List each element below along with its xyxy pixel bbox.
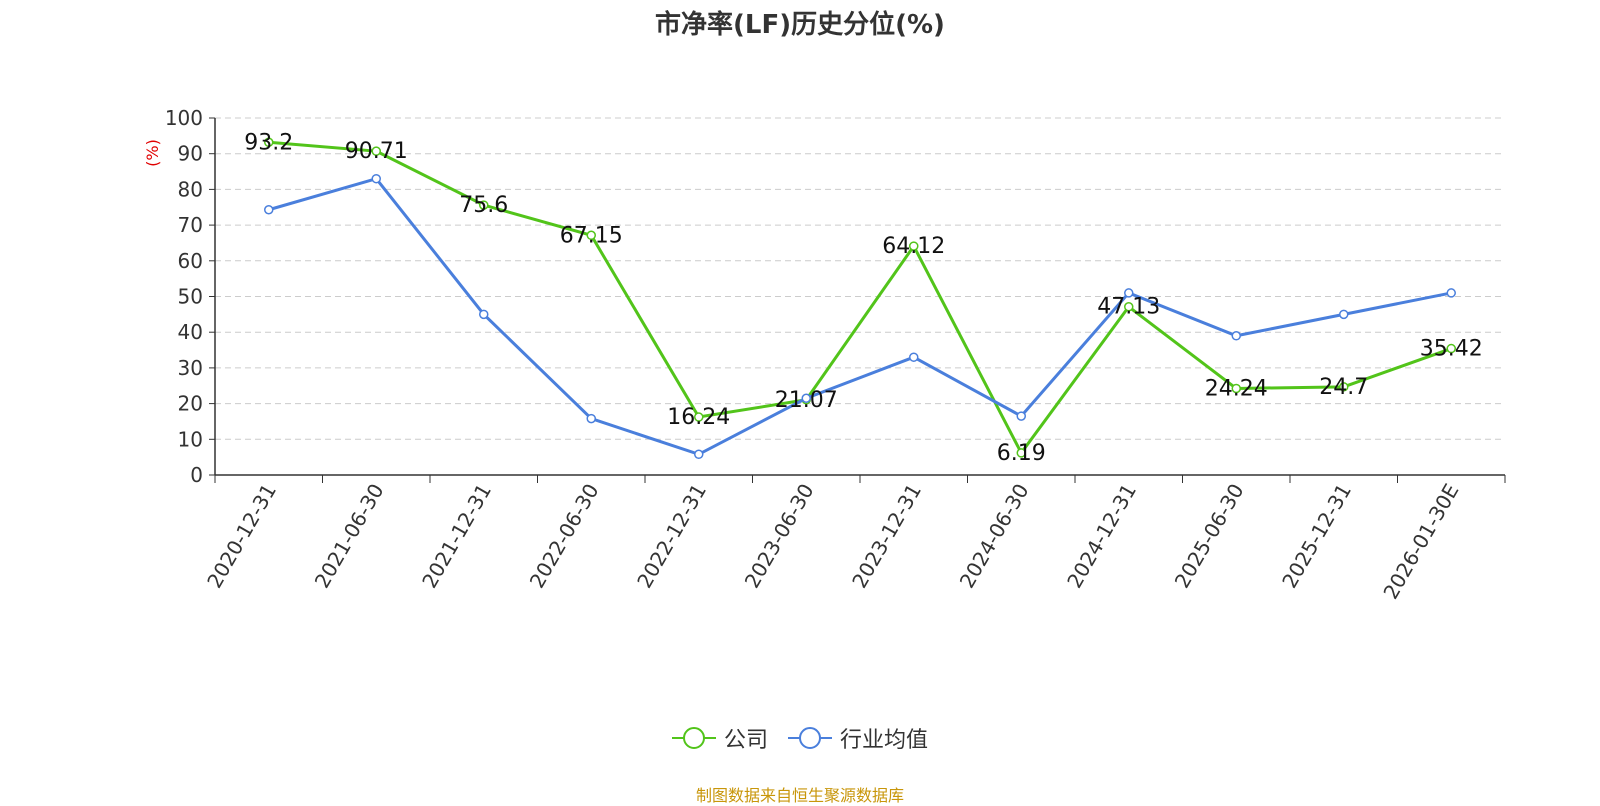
data-label: 21.07: [775, 388, 838, 413]
legend-item-company[interactable]: 公司: [671, 722, 768, 754]
series-line-0: [268, 140, 1452, 456]
x-tick-label: 2023-06-30: [740, 480, 819, 593]
data-point[interactable]: [1339, 382, 1349, 392]
data-point[interactable]: [371, 173, 381, 184]
data-point[interactable]: [694, 412, 704, 422]
data-point[interactable]: [1231, 331, 1241, 341]
data-point[interactable]: [1446, 288, 1456, 298]
data-point[interactable]: [909, 241, 919, 251]
legend: 公司 行业均值: [0, 722, 1600, 754]
data-point[interactable]: [1124, 301, 1134, 312]
data-point[interactable]: [694, 449, 704, 460]
data-point[interactable]: [909, 352, 919, 362]
legend-label-company: 公司: [723, 728, 768, 753]
data-point[interactable]: [1016, 448, 1026, 458]
data-point[interactable]: [264, 137, 274, 148]
y-tick-label: 80: [178, 177, 203, 201]
data-point[interactable]: [479, 200, 489, 210]
x-tick-label: 2022-12-31: [632, 480, 711, 593]
x-tick-label: 2020-12-31: [202, 480, 281, 593]
data-label: 47.13: [1097, 295, 1160, 320]
data-label: 75.6: [459, 193, 508, 218]
gridlines: [215, 117, 1505, 440]
x-tick-label: 2025-06-30: [1170, 480, 1249, 593]
data-point[interactable]: [1124, 288, 1134, 298]
data-point[interactable]: [479, 309, 489, 320]
x-tick-label: 2026-01-30E: [1378, 480, 1463, 604]
data-point[interactable]: [1016, 411, 1026, 421]
data-label: 6.19: [997, 441, 1046, 466]
x-tick-label: 2021-12-31: [417, 480, 496, 593]
data-label: 93.2: [244, 130, 293, 155]
data-label: 64.12: [882, 234, 945, 259]
y-tick-label: 40: [178, 320, 203, 344]
data-label: 35.42: [1420, 337, 1483, 362]
axes: 0 10 20 30 40 50 60 70 80 90 100(%) 2020-12-31 2021-…: [143, 106, 1506, 604]
y-axis-label: (%): [143, 139, 162, 167]
data-point[interactable]: [371, 146, 381, 156]
data-label: 16.24: [667, 405, 730, 430]
data-label: 24.24: [1205, 376, 1268, 401]
data-labels: 93.2 90.71 75.6 67.15 16.24 21.07 64.12 6.19 47.…: [244, 130, 1482, 466]
x-tick-label: 2024-12-31: [1062, 480, 1141, 593]
legend-industry-line-icon: [788, 727, 832, 749]
x-tick-label: 2022-06-30: [525, 480, 604, 593]
x-tick-label: 2021-06-30: [310, 480, 389, 593]
series-line-1: [268, 176, 1452, 456]
data-point[interactable]: [1339, 309, 1349, 320]
series: [264, 137, 1456, 460]
source-note: 制图数据来自恒生聚源数据库: [695, 786, 904, 805]
data-point[interactable]: [586, 230, 596, 241]
data-label: 90.71: [345, 139, 408, 164]
legend-company-line-icon: [671, 727, 716, 749]
y-tick-label: 20: [178, 392, 203, 416]
data-label: 67.15: [560, 223, 623, 248]
y-tick-label: 90: [178, 142, 203, 166]
y-tick-label: 10: [178, 427, 203, 451]
data-point[interactable]: [801, 393, 811, 403]
x-tick-label: 2024-06-30: [955, 480, 1034, 593]
data-label: 24.7: [1319, 375, 1368, 400]
y-tick-label: 60: [178, 249, 203, 273]
y-tick-label: 50: [178, 285, 203, 309]
data-point[interactable]: [264, 204, 274, 215]
y-tick-label: 0: [190, 463, 203, 487]
y-tick-label: 70: [178, 213, 203, 237]
data-point[interactable]: [1446, 343, 1456, 354]
data-point[interactable]: [586, 413, 596, 424]
chart-title: 市净率(LF)历史分位(%): [655, 10, 945, 40]
legend-item-industry-avg[interactable]: 行业均值: [788, 722, 928, 754]
x-tick-label: 2025-12-31: [1277, 480, 1356, 593]
x-tick-label: 2023-12-31: [847, 480, 926, 593]
legend-label-industry-avg: 行业均值: [840, 728, 929, 753]
data-point[interactable]: [1231, 383, 1241, 394]
y-tick-label: 100: [165, 106, 203, 130]
y-tick-label: 30: [178, 356, 203, 380]
